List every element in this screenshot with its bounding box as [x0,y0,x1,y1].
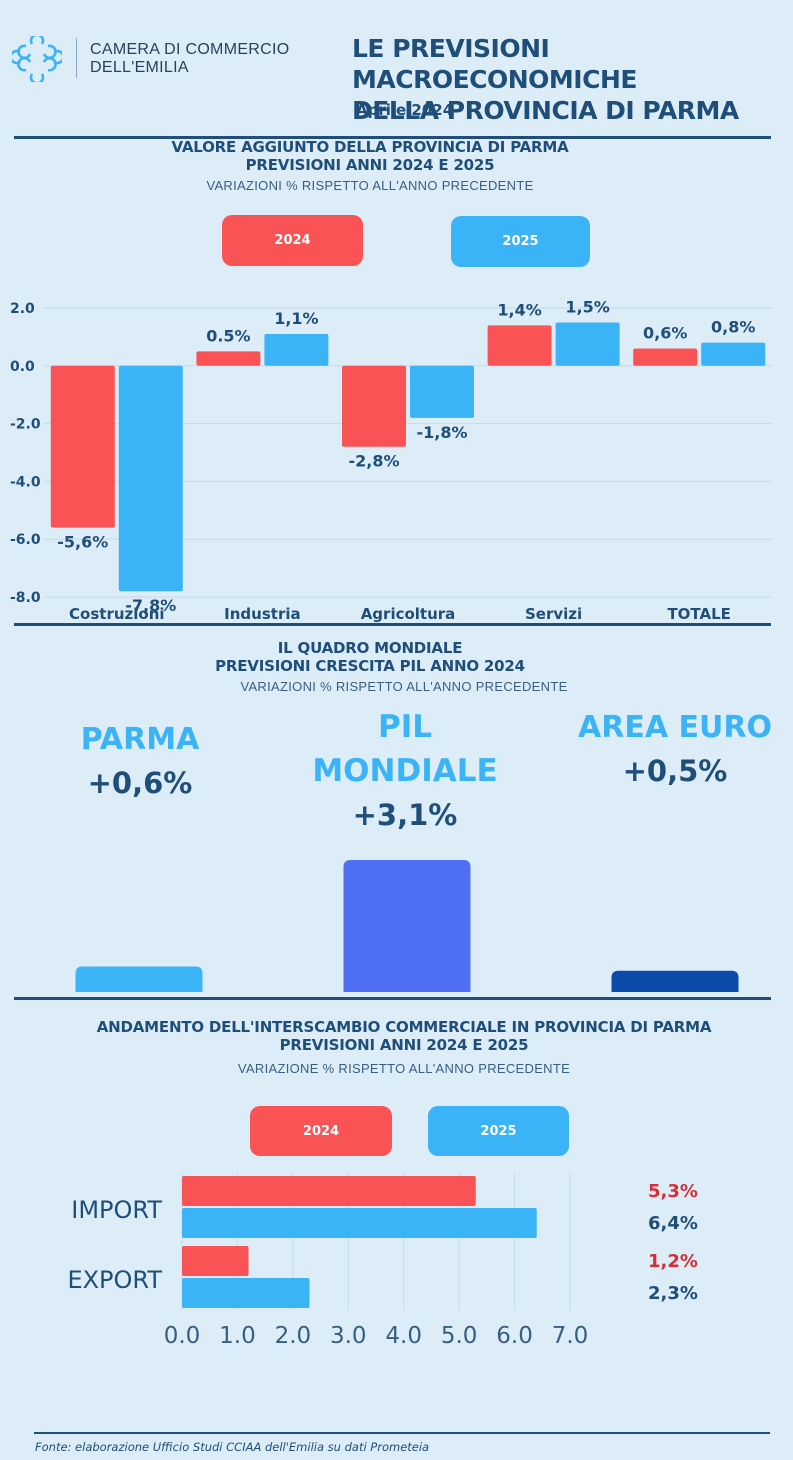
data-label: 0,6% [643,323,687,342]
divider-top [14,136,771,139]
bar-2024 [487,325,552,366]
parma-value: +0,6% [87,766,193,800]
bar-2025 [264,334,329,366]
pil-mondiale-label: PIL MONDIALE [300,705,510,793]
bar-2024 [182,1176,476,1206]
x-tick-label: 6.0 [496,1323,533,1349]
org-name-line1: CAMERA DI COMMERCIO [90,41,290,58]
area-euro-value: +0,5% [622,754,728,788]
divider-mid2 [14,997,771,1000]
data-label: 1,5% [565,297,609,316]
y-tick-label: -4.0 [10,474,41,490]
y-tick-label: -2.0 [10,417,41,433]
y-category-label: IMPORT [71,1196,162,1224]
data-label: 1,1% [274,309,318,328]
page-title-line2: DELLA PROVINCIA DI PARMA [352,96,739,125]
section2-title-line2: PREVISIONI CRESCITA PIL ANNO 2024 [215,657,525,675]
x-tick-label: 2.0 [275,1323,312,1349]
logo [9,33,65,85]
section1-title-line1: VALORE AGGIUNTO DELLA PROVINCIA DI PARMA [171,138,569,156]
legend2-2025: 2025 [428,1106,569,1156]
data-label: 0,8% [711,318,755,337]
bar-2024 [196,351,261,366]
bar-2025 [701,342,766,366]
pil-mondiale-bar [343,860,471,992]
legend-2024: 2024 [222,215,363,266]
x-tick-label: 3.0 [330,1323,367,1349]
bar-2025 [410,365,474,418]
section3-title-line1: ANDAMENTO DELL'INTERSCAMBIO COMMERCIALE … [96,1018,712,1036]
bar-2024 [50,365,115,528]
section3-title-line2: PREVISIONI ANNI 2024 E 2025 [279,1036,529,1054]
data-label: 6,4% [648,1213,698,1234]
x-tick-label: 4.0 [385,1323,422,1349]
y-tick-label: 0.0 [10,359,35,375]
data-label: -5,6% [57,533,108,552]
x-tick-label: 0.0 [164,1323,201,1349]
parma-label: PARMA [80,722,200,757]
bar-2024 [342,365,406,447]
section1-title: VALORE AGGIUNTO DELLA PROVINCIA DI PARMA… [0,138,740,174]
data-label: 1,4% [497,300,541,319]
world-gdp-chart [75,860,739,992]
pil-mondiale-label-line1: PIL [377,709,432,745]
y-tick-label: -6.0 [10,532,41,548]
x-tick-label: 1.0 [219,1323,256,1349]
section2-title: IL QUADRO MONDIALE PREVISIONI CRESCITA P… [0,639,740,675]
pil-mondiale-value: +3,1% [352,798,458,832]
logo-icon [9,33,65,85]
section1-subtitle: VARIAZIONI % RISPETTO ALL'ANNO PRECEDENT… [206,178,534,193]
data-label: 1,2% [648,1251,698,1272]
y-tick-label: -8.0 [10,590,41,606]
x-tick-label: 5.0 [441,1323,478,1349]
pil-mondiale-label-line2: MONDIALE [312,753,498,789]
legend-2025: 2025 [451,216,590,267]
y-tick-label: 2.0 [10,301,35,317]
bar-2025 [118,365,183,592]
legend2-2024: 2024 [250,1106,392,1156]
data-label: -2,8% [348,452,399,471]
area-euro-label: AREA EURO [578,710,772,745]
bar-2024 [182,1246,249,1276]
bar-2024 [633,348,698,366]
x-category-label: Agricoltura [361,605,456,623]
page-title-line1: LE PREVISIONI MACROECONOMICHE [352,34,637,94]
x-category-label: Servizi [525,605,582,623]
section1-title-line2: PREVISIONI ANNI 2024 E 2025 [245,156,495,174]
org-name-line2: DELL'EMILIA [90,59,189,76]
data-label: 0.5% [206,326,250,345]
section3-title: ANDAMENTO DELL'INTERSCAMBIO COMMERCIALE … [0,1018,793,1054]
org-name: CAMERA DI COMMERCIO DELL'EMILIA [90,41,290,77]
section2-subtitle: VARIAZIONI % RISPETTO ALL'ANNO PRECEDENT… [240,679,568,694]
x-category-label: Industria [224,605,300,623]
source-note: Fonte: elaborazione Ufficio Studi CCIAA … [35,1440,430,1454]
report-date: Aprile 2024 [356,101,454,119]
x-category-label: TOTALE [667,605,730,623]
data-label: 2,3% [648,1283,698,1304]
bar-2025 [182,1278,310,1308]
section3-subtitle: VARIAZIONE % RISPETTO ALL'ANNO PRECEDENT… [237,1061,571,1076]
divider-bottom [34,1432,770,1434]
trade-chart: 0.0 1.0 2.0 3.0 4.0 5.0 6.0 7.0 IMPORT 5,3% 6,4% EX… [67,1173,698,1349]
parma-bar [75,966,203,992]
x-tick-label: 7.0 [552,1323,589,1349]
value-added-chart: 2.0 0.0 -2.0 -4.0 -6.0 -8.0 -5,6% -7,8%Costruzi… [10,297,772,623]
logo-divider [76,38,77,78]
page-title: LE PREVISIONI MACROECONOMICHE DELLA PROV… [352,33,793,126]
x-category-label: Costruzioni [69,605,165,623]
data-label: -7,8% [125,596,176,615]
data-label: 5,3% [648,1181,698,1202]
divider-mid1 [14,623,771,626]
data-label: -1,8% [416,423,467,442]
section2-title-line1: IL QUADRO MONDIALE [277,639,463,657]
bar-2025 [555,322,620,366]
area-euro-bar [611,970,739,992]
y-category-label: EXPORT [67,1266,162,1294]
bar-2025 [182,1208,537,1238]
